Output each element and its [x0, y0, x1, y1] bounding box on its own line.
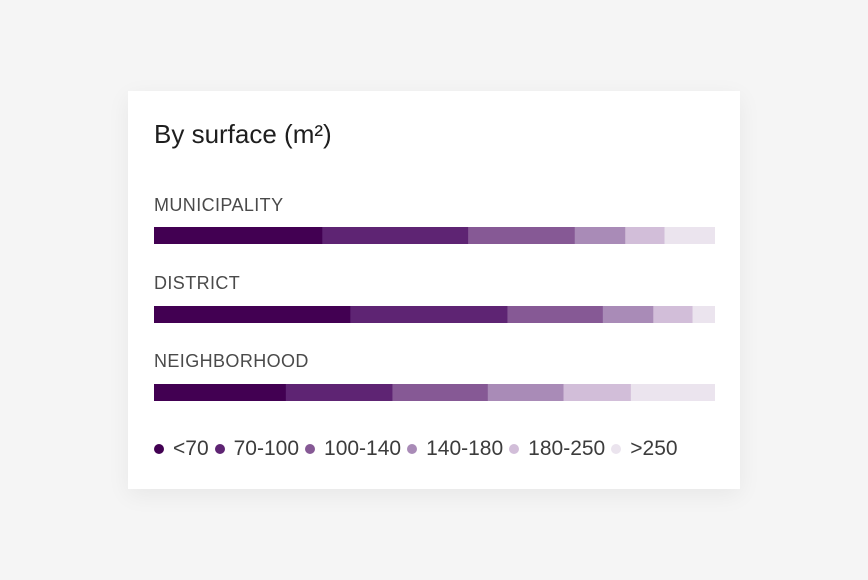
- legend-label: <70: [173, 437, 209, 460]
- legend-item: <70: [154, 437, 209, 461]
- legend-item: >250: [611, 437, 678, 461]
- bar-segment-neighborhood-4: [563, 384, 632, 401]
- legend-dot-icon: [154, 444, 164, 454]
- legend-label: 180-250: [528, 437, 606, 460]
- legend-dot-icon: [305, 444, 316, 454]
- group-label-district: DISTRICT: [154, 273, 241, 293]
- chart-title: By surface (m²): [154, 119, 332, 149]
- stacked-bar-municipality: [154, 227, 715, 244]
- legend-item: 180-250: [509, 437, 605, 461]
- bar-segment-municipality-5: [664, 227, 715, 244]
- legend-label: 70-100: [233, 437, 300, 460]
- bar-segment-district-0: [154, 306, 351, 323]
- bar-segment-district-3: [602, 306, 654, 323]
- legend: <70 70-100 100-140 140-180 180-250 >250: [154, 437, 678, 461]
- bar-segment-district-2: [507, 306, 604, 323]
- bar-segment-district-1: [350, 306, 508, 323]
- legend-item: 70-100: [214, 437, 300, 461]
- legend-label: 100-140: [324, 437, 402, 460]
- bar-segment-neighborhood-3: [487, 384, 564, 401]
- legend-dot-icon: [407, 444, 418, 454]
- group-label-municipality: MUNICIPALITY: [154, 195, 284, 215]
- stacked-bar-neighborhood: [154, 384, 715, 401]
- legend-dot-icon: [214, 444, 225, 454]
- legend-dot-icon: [509, 444, 520, 454]
- bar-segment-district-5: [692, 306, 715, 323]
- bar-segment-neighborhood-1: [285, 384, 393, 401]
- bar-segment-district-4: [653, 306, 693, 323]
- bar-segment-municipality-3: [574, 227, 626, 244]
- legend-dot-icon: [611, 444, 622, 454]
- bar-segment-municipality-4: [625, 227, 665, 244]
- legend-label: 140-180: [426, 437, 504, 460]
- bar-segment-neighborhood-0: [154, 384, 287, 401]
- group-label-neighborhood: NEIGHBORHOOD: [154, 351, 309, 371]
- bar-segment-neighborhood-2: [392, 384, 489, 401]
- bar-segment-municipality-1: [322, 227, 469, 244]
- legend-item: 140-180: [407, 437, 503, 461]
- bar-segment-neighborhood-5: [630, 384, 715, 401]
- bar-segment-municipality-0: [154, 227, 323, 244]
- legend-item: 100-140: [305, 437, 401, 461]
- legend-label: >250: [630, 437, 678, 460]
- bar-segment-municipality-2: [468, 227, 576, 244]
- chart-card: By surface (m²) MUNICIPALITY DISTRICT NE…: [128, 91, 740, 489]
- stacked-bar-district: [154, 306, 715, 323]
